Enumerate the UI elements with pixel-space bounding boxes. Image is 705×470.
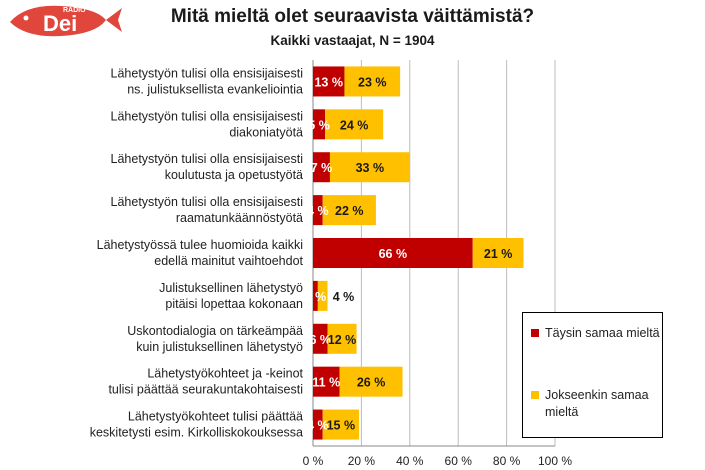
bar-series2 — [327, 323, 357, 354]
bar-series2 — [322, 195, 376, 226]
category-label: Lähetystyön tulisi olla ensisijaisesti — [111, 195, 303, 209]
category-label: kuin julistuksellinen lähetystyö — [136, 340, 303, 354]
category-label: keskitetysti esim. Kirkolliskokouksessa — [90, 426, 303, 440]
x-tick-label: 60 % — [445, 454, 473, 468]
data-label-series1: 13 % — [314, 75, 343, 89]
category-label: Lähetystyökohteet ja -keinot — [147, 367, 303, 381]
category-label: Lähetystyön tulisi olla ensisijaisesti — [111, 109, 303, 123]
bar-series1 — [313, 152, 330, 183]
category-label: Lähetystyössä tulee huomioida kaikki — [97, 238, 303, 252]
logo-radio-text: RADIO — [63, 7, 86, 14]
bar-series1 — [313, 195, 323, 226]
x-tick-label: 80 % — [493, 454, 521, 468]
logo-dei-text: Dei — [43, 11, 77, 36]
bar-series1 — [313, 323, 328, 354]
bar-series1 — [313, 409, 323, 440]
data-label-series2: 21 % — [484, 247, 513, 261]
legend-label-series1: Täysin samaa mieltä — [545, 326, 660, 340]
data-label-series2: 23 % — [358, 75, 387, 89]
legend: Täysin samaa mieltä Jokseenkin samaa mie… — [522, 312, 663, 438]
bar-series1 — [313, 109, 326, 140]
legend-swatch-series2 — [531, 391, 539, 399]
data-label-series2: 12 % — [328, 333, 357, 347]
bar-series2 — [322, 409, 359, 440]
x-tick-label: 40 % — [396, 454, 424, 468]
data-label-series1: 5 % — [308, 118, 330, 132]
bar-series2 — [472, 238, 524, 268]
data-label-series2: 22 % — [335, 204, 364, 218]
x-tick-label: 0 % — [303, 454, 324, 468]
data-label-series1: 2 % — [305, 290, 327, 304]
bar-series1 — [313, 366, 340, 397]
legend-label-series2: Jokseenkin samaa mieltä — [545, 388, 649, 419]
data-label-series2: 4 % — [333, 290, 355, 304]
bar-series2 — [339, 366, 403, 397]
data-label-series2: 24 % — [340, 118, 369, 132]
legend-swatch-series1 — [531, 329, 539, 337]
category-label: Lähetystyön tulisi olla ensisijaisesti — [111, 66, 303, 80]
bar-series2 — [344, 66, 401, 97]
category-label: edellä mainitut vaihtoehdot — [154, 254, 303, 268]
bar-series2 — [329, 152, 410, 183]
x-tick-label: 20 % — [348, 454, 376, 468]
bar-series2 — [317, 280, 328, 311]
data-label-series1: 7 % — [311, 161, 333, 175]
category-label: Julistuksellinen lähetystyö — [159, 281, 303, 295]
bar-series1 — [313, 238, 473, 268]
category-label: Lähetystyön tulisi olla ensisijaisesti — [111, 152, 303, 166]
data-label-series2: 26 % — [357, 376, 386, 390]
data-label-series1: 6 % — [309, 333, 331, 347]
data-label-series1: 4 % — [307, 419, 329, 433]
category-label: pitäisi lopettaa kokonaan — [165, 297, 303, 311]
category-label: Lähetystyökohteet tulisi päättää — [128, 410, 303, 424]
category-label: raamatunkäännöstyötä — [176, 211, 303, 225]
category-label: Uskontodialogia on tärkeämpää — [127, 324, 303, 338]
category-label: koulutusta ja opetustyötä — [165, 168, 303, 182]
category-label: tulisi päättää seurakuntakohtaisesti — [108, 383, 303, 397]
bar-series1 — [313, 66, 345, 97]
x-tick-label: 100 % — [538, 454, 572, 468]
chart-subtitle: Kaikki vastaajat, N = 1904 — [270, 33, 435, 48]
data-label-series1: 11 % — [312, 376, 340, 390]
fish-logo-icon — [10, 5, 122, 37]
bar-series1 — [313, 280, 318, 311]
data-label-series2: 15 % — [327, 419, 356, 433]
data-label-series2: 33 % — [356, 161, 385, 175]
bar-series2 — [325, 109, 384, 140]
category-label: ns. julistuksellista evankeliointia — [127, 82, 303, 96]
radio-dei-logo: RADIO Dei — [6, 0, 126, 40]
chart-title: Mitä mieltä olet seuraavista väittämistä… — [170, 6, 535, 27]
data-label-series1: 4 % — [307, 204, 329, 218]
category-label: diakoniatyötä — [229, 125, 303, 139]
data-label-series1: 66 % — [379, 247, 408, 261]
